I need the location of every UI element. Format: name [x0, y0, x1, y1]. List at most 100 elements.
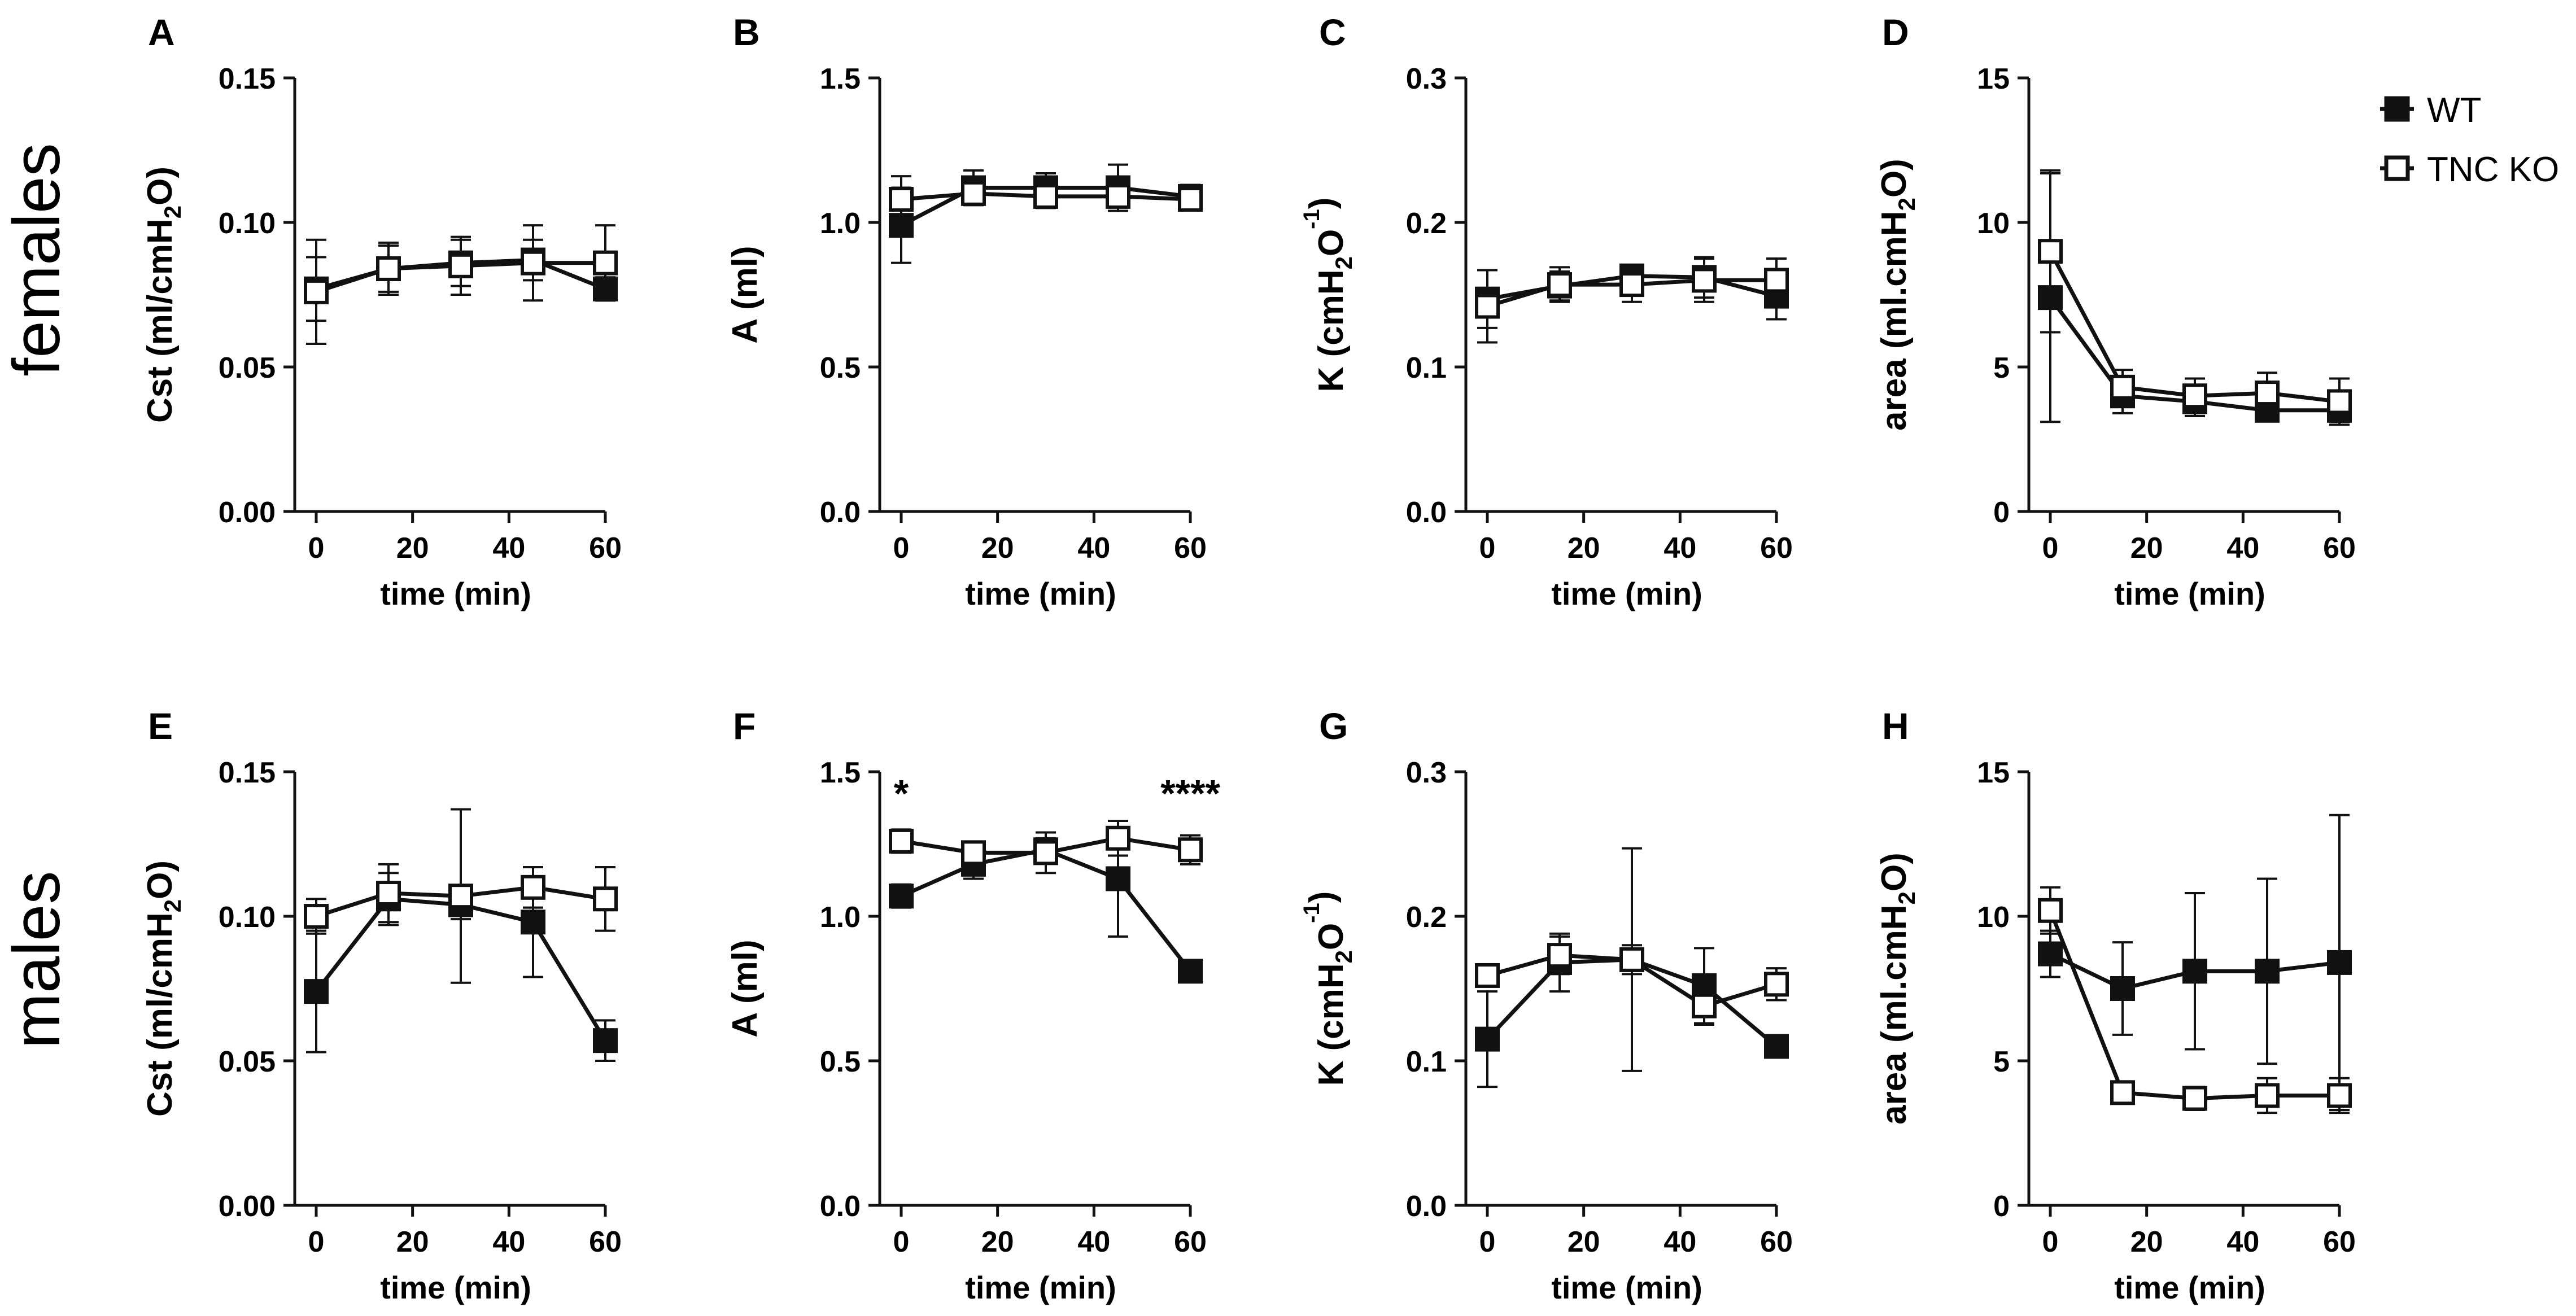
y-axis-title-part: K (cmH [1312, 963, 1351, 1086]
panel-letter: C [1319, 11, 1346, 53]
y-axis-title-part: 2 [1330, 256, 1357, 269]
x-tick-label: 0 [1479, 532, 1496, 565]
y-axis-title-part: Cst (ml/cmH [141, 912, 180, 1117]
x-axis-title: time (min) [2114, 1270, 2265, 1305]
y-axis-title-part: A (ml) [726, 939, 765, 1037]
y-tick-label: 0.15 [219, 757, 276, 789]
y-tick-label: 0.15 [219, 63, 276, 95]
legend: WT TNC KO [2380, 91, 2559, 189]
y-axis-title-part: O) [1875, 852, 1914, 891]
x-tick-label: 60 [1174, 1226, 1207, 1258]
significance-annotation: **** [1160, 772, 1220, 815]
x-tick-label: 20 [396, 532, 429, 565]
x-tick-label: 0 [2042, 532, 2059, 565]
x-tick-label: 60 [1174, 532, 1207, 565]
data-point-marker [2038, 898, 2063, 923]
panel-g: G 0.0 0.1 0.2 0.3 0 20 40 60 time (min) K (cmH2O-1… [1299, 705, 1793, 1305]
y-axis-title-part: -1 [1299, 209, 1324, 229]
data-point-marker [2327, 950, 2352, 975]
data-point-marker [2255, 959, 2280, 984]
y-tick-label: 0.5 [820, 352, 861, 384]
panel-letter: A [148, 11, 175, 53]
x-tick-label: 40 [1664, 1226, 1696, 1258]
y-axis-title: area (ml.cmH2O) [1875, 159, 1920, 431]
data-point-marker [1475, 294, 1500, 319]
data-point-marker [961, 181, 986, 206]
y-axis-title-part: 2 [1893, 198, 1920, 211]
x-tick-label: 20 [2130, 1226, 2163, 1258]
data-point-marker [1178, 837, 1203, 863]
x-axis-title: time (min) [380, 1270, 531, 1305]
y-tick-label: 5 [1993, 352, 2010, 384]
data-point-marker [1106, 825, 1130, 851]
data-point-marker [448, 253, 473, 278]
row-label-males: males [0, 871, 74, 1049]
y-tick-label: 1.5 [820, 63, 861, 95]
x-axis-title: time (min) [965, 576, 1116, 611]
y-tick-label: 0.10 [219, 901, 276, 934]
y-axis-title-part: 2 [1330, 950, 1357, 963]
x-tick-label: 0 [308, 532, 325, 565]
y-axis-title-part: O [1312, 923, 1351, 950]
data-point-marker [961, 840, 986, 865]
x-tick-label: 60 [2323, 532, 2356, 565]
y-tick-label: 0.3 [1406, 63, 1447, 95]
x-tick-label: 20 [396, 1226, 429, 1258]
y-tick-label: 0.1 [1406, 352, 1447, 384]
series-wt [889, 163, 1203, 264]
series-tnc-ko [1475, 257, 1789, 344]
y-axis-title: K (cmH2O-1) [1299, 198, 1357, 392]
panel-letter: G [1319, 705, 1348, 747]
x-tick-label: 20 [981, 1226, 1014, 1258]
y-axis-title-part: Cst (ml/cmH [141, 218, 180, 423]
y-tick-label: 0.00 [219, 1190, 276, 1223]
y-tick-label: 5 [1993, 1046, 2010, 1078]
data-point-marker [593, 1028, 618, 1053]
data-point-marker [1106, 866, 1130, 891]
y-axis-title-part: 2 [159, 899, 186, 912]
y-tick-label: 1.5 [820, 757, 861, 789]
data-point-marker [1619, 272, 1644, 298]
series-tnc-ko [1475, 847, 1789, 1072]
y-tick-label: 0.10 [219, 207, 276, 240]
y-tick-label: 0.0 [820, 1190, 861, 1223]
y-tick-label: 15 [1977, 63, 2010, 95]
x-tick-label: 40 [1664, 532, 1696, 565]
legend-wt-marker [2384, 96, 2410, 122]
y-axis-title: Cst (ml/cmH2O) [141, 860, 186, 1117]
y-tick-label: 0.2 [1406, 207, 1447, 240]
data-point-marker [1475, 1026, 1500, 1052]
legend-ko-marker [2384, 155, 2410, 181]
y-axis-title: A (ml) [726, 246, 765, 343]
panel-letter: H [1882, 705, 1909, 747]
y-axis-title-part: O) [1875, 159, 1914, 198]
y-tick-label: 0 [1993, 496, 2010, 529]
y-axis-title: area (ml.cmH2O) [1875, 852, 1920, 1125]
series-wt [2038, 814, 2352, 1112]
x-axis-title: time (min) [965, 1270, 1116, 1305]
y-axis-title-part: area (ml.cmH [1875, 211, 1914, 430]
data-point-marker [1764, 1034, 1789, 1059]
data-point-marker [521, 875, 545, 900]
x-axis-title: time (min) [1551, 576, 1702, 611]
data-point-marker [1692, 993, 1717, 1018]
x-tick-label: 40 [2226, 532, 2259, 565]
y-tick-label: 0.0 [820, 496, 861, 529]
y-tick-label: 0.5 [820, 1046, 861, 1078]
data-point-marker [2038, 239, 2063, 264]
legend-ko-label: TNC KO [2427, 150, 2559, 189]
y-tick-label: 0.00 [219, 496, 276, 529]
data-point-marker [2038, 941, 2063, 967]
data-point-marker [2110, 1080, 2135, 1105]
data-point-marker [593, 886, 618, 912]
x-tick-label: 0 [893, 532, 910, 565]
x-tick-label: 0 [2042, 1226, 2059, 1258]
x-tick-label: 20 [1568, 532, 1600, 565]
x-tick-label: 60 [589, 1226, 622, 1258]
y-axis-title: Cst (ml/cmH2O) [141, 167, 186, 423]
y-tick-label: 10 [1977, 207, 2010, 240]
y-axis-title-part: O [1312, 229, 1351, 256]
data-point-marker [1547, 272, 1572, 298]
data-point-marker [2255, 1083, 2280, 1108]
